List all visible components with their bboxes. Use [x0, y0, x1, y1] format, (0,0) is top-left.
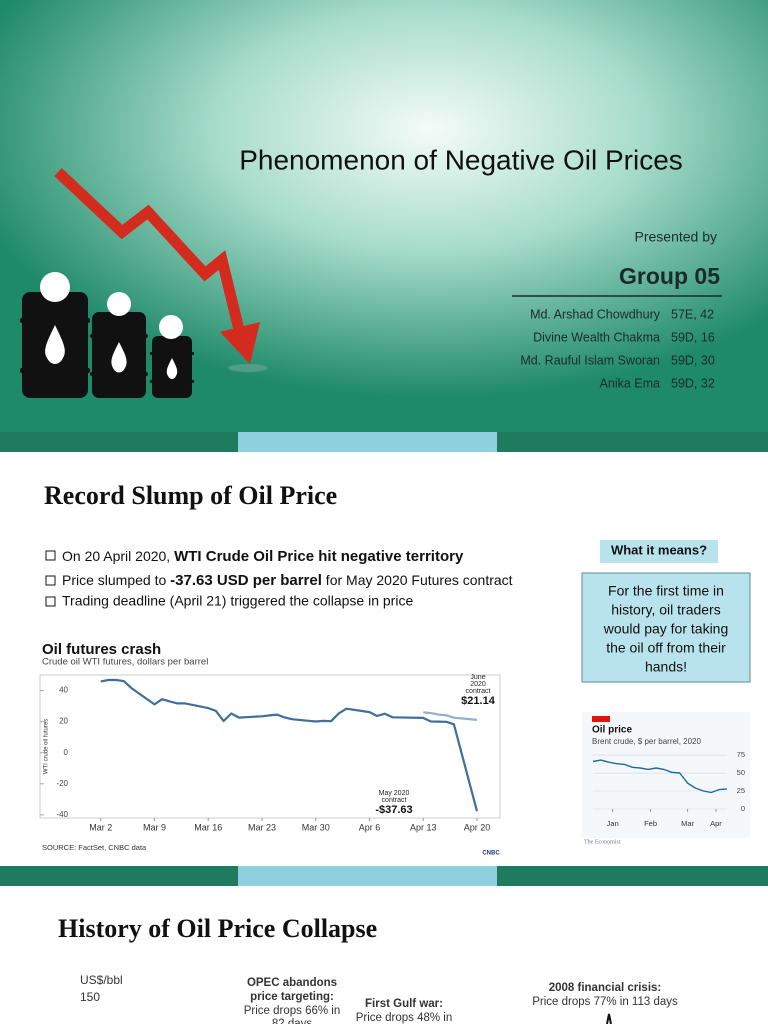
data-line	[592, 759, 728, 794]
y-tick-label: 150	[80, 990, 100, 1004]
x-tick-label: Mar 23	[248, 822, 276, 832]
callout-box	[581, 572, 751, 683]
annotation-text: May 2020	[379, 790, 410, 797]
slide-title: History of Oil Price Collapse	[58, 914, 377, 943]
bullet: Trading deadline (April 21) triggered th…	[62, 593, 413, 609]
callout-line: hands!	[645, 659, 687, 675]
y-tick-label: 0	[64, 748, 69, 757]
bullet-text: Price slumped to	[62, 572, 170, 588]
slide-2: Record Slump of Oil Price On 20 April 20…	[0, 452, 768, 866]
annotation-title: price targeting:	[250, 991, 334, 1003]
y-tick-label: 40	[59, 686, 68, 695]
annotation-text: June	[470, 674, 485, 681]
x-tick-label: Jan	[607, 819, 619, 828]
y-tick-label: 20	[59, 717, 68, 726]
annotation-text: Price drops 77% in 113 days	[532, 996, 678, 1008]
x-tick-label: Mar 2	[89, 822, 112, 832]
member-id: 57E, 42	[671, 307, 714, 321]
bullet: On 20 April 2020, WTI Crude Oil Price hi…	[62, 548, 464, 565]
presented-by: Presented by	[635, 229, 718, 245]
x-tick-label: Apr 6	[359, 822, 381, 832]
callout-title: What it means?	[611, 542, 707, 557]
falling-arrow	[54, 167, 268, 372]
annotation-text: 82 days	[272, 1018, 313, 1024]
y-tick-label: -40	[56, 810, 68, 819]
x-tick-label: Mar 16	[194, 822, 222, 832]
annotation-text: Price drops 66% in	[244, 1005, 341, 1017]
annotation-text: contract	[382, 797, 407, 804]
y-axis-label: US$/bbl	[80, 973, 123, 987]
y-axis-label: WTI crude oil futures	[44, 719, 50, 774]
bullet-emphasis: -37.63 USD per barrel	[170, 572, 322, 589]
bullets: On 20 April 2020, WTI Crude Oil Price hi…	[45, 548, 513, 609]
chart-source: The Economist	[584, 839, 621, 845]
slide-3: History of Oil Price Collapse US$/bbl 15…	[58, 914, 678, 1024]
slide-title: Record Slump of Oil Price	[44, 481, 337, 510]
callout-line: For the first time in	[608, 583, 724, 599]
x-tick-label: Mar 30	[302, 822, 330, 832]
callout-text: For the first time in history, oil trader…	[603, 583, 729, 675]
bullet: Price slumped to -37.63 USD per barrel f…	[62, 572, 513, 589]
members: Md. Arshad Chowdhury 57E, 42 Divine Wealth…	[520, 307, 714, 390]
annotation-title: First Gulf war:	[365, 998, 443, 1010]
separator	[0, 432, 768, 452]
annotation-text: Price drops 48% in	[356, 1012, 453, 1024]
member-name: Md. Arshad Chowdhury	[530, 307, 661, 321]
chart-subtitle: Crude oil WTI futures, dollars per barre…	[42, 657, 208, 668]
annotation-title: OPEC abandons	[247, 977, 337, 989]
y-tick-label: 0	[741, 804, 745, 813]
chart-logo: CNBC	[482, 851, 500, 857]
callout-line: the oil off from their	[606, 640, 726, 656]
bullet-text: On 20 April 2020,	[62, 548, 174, 564]
separator	[0, 866, 768, 886]
group-name: Group 05	[619, 263, 720, 289]
annotation-title: 2008 financial crisis:	[549, 982, 662, 994]
member-id: 59D, 30	[671, 353, 715, 367]
callout-title-box	[600, 540, 718, 563]
chart-title: Oil futures crash	[42, 641, 161, 658]
data-line	[100, 678, 479, 812]
y-tick-label: 50	[737, 768, 745, 777]
chart-subtitle: Brent crude, $ per barrel, 2020	[592, 737, 702, 746]
y-tick-label: -20	[56, 779, 68, 788]
economist-tab	[592, 716, 610, 722]
member-name: Md. Rauful Islam Sworan	[520, 353, 660, 367]
annotation-text: contract	[466, 688, 491, 695]
member-id: 59D, 32	[671, 376, 715, 390]
x-tick-label: Apr 20	[464, 822, 491, 832]
data-line	[423, 711, 478, 721]
bullet-emphasis: WTI Crude Oil Price hit negative territo…	[174, 548, 464, 565]
economist-chart-bg	[582, 712, 750, 838]
member-name: Anika Ema	[600, 376, 660, 390]
bullet-text: for May 2020 Futures contract	[322, 572, 513, 588]
callout-line: would pay for taking	[603, 621, 729, 637]
x-tick-label: Apr 13	[410, 822, 437, 832]
x-tick-label: Apr	[710, 819, 722, 828]
member-id: 59D, 16	[671, 330, 715, 344]
annotation-text: 2020	[470, 681, 486, 688]
x-tick-label: Feb	[644, 819, 657, 828]
price-line	[606, 1013, 612, 1024]
annotation-value: -$37.63	[375, 804, 412, 816]
oil-barrels	[20, 272, 194, 398]
member-name: Divine Wealth Chakma	[533, 330, 660, 344]
y-tick-label: 75	[737, 750, 745, 759]
annotation-value: $21.14	[461, 695, 496, 707]
slide-title: Phenomenon of Negative Oil Prices	[239, 144, 683, 175]
plot-frame	[39, 674, 501, 819]
callout-line: history, oil traders	[611, 602, 720, 618]
y-tick-label: 25	[737, 786, 745, 795]
x-tick-label: Mar 9	[143, 822, 166, 832]
history-annotations: OPEC abandons price targeting: Price drops…	[244, 977, 678, 1024]
slide-1: Phenomenon of Negative Oil Prices Presen…	[0, 0, 768, 432]
chart-source: SOURCE: FactSet, CNBC data	[42, 843, 147, 852]
x-tick-label: Mar	[681, 819, 694, 828]
chart-title: Oil price	[592, 725, 632, 736]
